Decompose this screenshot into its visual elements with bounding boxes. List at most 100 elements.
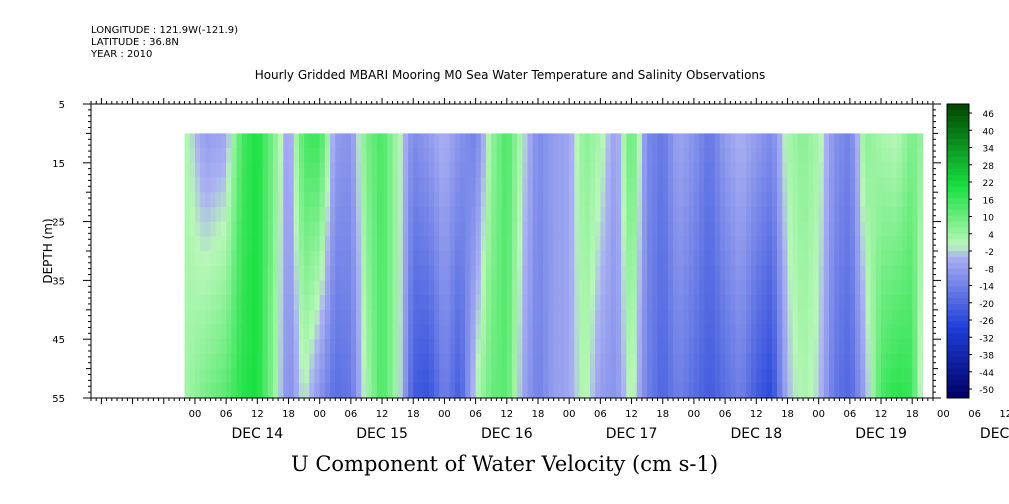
heatmap-cell <box>683 280 690 296</box>
heatmap-cell <box>558 251 565 267</box>
heatmap-cell <box>714 368 721 384</box>
heatmap-cell <box>356 265 362 281</box>
heatmap-cell <box>569 206 575 223</box>
heatmap-cell <box>834 192 841 208</box>
heatmap-cell <box>584 133 591 149</box>
heatmap-cell <box>745 265 752 281</box>
heatmap-cell <box>553 383 560 398</box>
heatmap-cell <box>600 324 607 340</box>
heatmap-cell <box>293 148 300 164</box>
heatmap-cell <box>444 309 451 326</box>
heatmap-cell <box>699 339 705 355</box>
heatmap-cell <box>532 221 539 237</box>
heatmap-cell <box>761 368 768 384</box>
heatmap-cell <box>231 206 238 223</box>
heatmap-cell <box>283 251 290 267</box>
heatmap-cell <box>849 206 856 223</box>
heatmap-cell <box>818 251 825 267</box>
heatmap-cell <box>678 133 685 149</box>
heatmap-cell <box>304 368 310 384</box>
heatmap-cell <box>324 383 331 398</box>
heatmap-cell <box>252 324 258 340</box>
heatmap-cell <box>345 265 352 281</box>
heatmap-cell <box>688 221 695 237</box>
heatmap-cell <box>688 251 695 267</box>
heatmap-cell <box>901 162 908 179</box>
heatmap-cell <box>350 265 357 281</box>
heatmap-cell <box>745 309 752 326</box>
heatmap-cell <box>797 383 804 398</box>
heatmap-cell <box>860 309 867 326</box>
heatmap-cell <box>366 309 373 326</box>
heatmap-cell <box>865 383 872 398</box>
heatmap-cell <box>761 324 768 340</box>
heatmap-cell <box>886 192 893 208</box>
heatmap-cell <box>896 324 903 340</box>
heatmap-cell <box>595 309 601 326</box>
heatmap-cell <box>569 280 575 296</box>
heatmap-cell <box>257 148 264 164</box>
heatmap-cell <box>683 309 690 326</box>
heatmap-cell <box>829 265 835 281</box>
heatmap-cell <box>283 221 290 237</box>
heatmap-cell <box>371 368 378 384</box>
heatmap-cell <box>231 280 238 296</box>
heatmap-cell <box>512 368 518 384</box>
heatmap-cell <box>610 324 617 340</box>
heatmap-cell <box>382 324 388 340</box>
heatmap-cell <box>751 309 757 326</box>
heatmap-cell <box>314 383 321 398</box>
heatmap-cell <box>626 206 633 223</box>
heatmap-cell <box>361 353 368 370</box>
x-day-label: DEC 18 <box>730 426 782 442</box>
heatmap-cell <box>569 309 575 326</box>
heatmap-cell <box>605 177 612 193</box>
heatmap-cell <box>184 148 191 164</box>
heatmap-cell <box>563 133 570 149</box>
heatmap-cell <box>917 236 924 252</box>
heatmap-cell <box>673 309 679 326</box>
heatmap-cell <box>319 148 326 164</box>
heatmap-cell <box>215 162 222 179</box>
heatmap-cell <box>740 324 747 340</box>
heatmap-cell <box>439 251 446 267</box>
heatmap-cell <box>636 280 643 296</box>
heatmap-cell <box>766 309 773 326</box>
heatmap-cell <box>324 368 331 384</box>
heatmap-cell <box>324 162 331 179</box>
heatmap-cell <box>278 206 284 223</box>
heatmap-cell <box>356 324 362 340</box>
heatmap-cell <box>288 265 295 281</box>
heatmap-cell <box>641 251 648 267</box>
heatmap-cell <box>517 265 523 281</box>
heatmap-cell <box>917 383 924 398</box>
heatmap-cell <box>501 309 508 326</box>
heatmap-cell <box>428 236 435 252</box>
heatmap-cell <box>246 280 253 296</box>
heatmap-cell <box>652 236 659 252</box>
heatmap-cell <box>548 280 555 296</box>
heatmap-cell <box>496 324 503 340</box>
heatmap-cell <box>901 383 908 398</box>
x-day-label: DEC 17 <box>606 426 658 442</box>
heatmap-cell <box>548 295 555 311</box>
heatmap-cell <box>408 339 414 355</box>
heatmap-cell <box>631 309 638 326</box>
heatmap-cell <box>189 339 196 355</box>
heatmap-cell <box>569 295 575 311</box>
heatmap-cell <box>246 177 253 193</box>
heatmap-cell <box>470 133 477 149</box>
colorbar-swatch <box>947 121 969 129</box>
heatmap-cell <box>246 383 253 398</box>
heatmap-cell <box>699 353 705 370</box>
heatmap-cell <box>756 324 763 340</box>
heatmap-cell <box>527 221 534 237</box>
heatmap-cell <box>543 162 549 179</box>
heatmap-cell <box>849 368 856 384</box>
heatmap-cell <box>865 353 872 370</box>
heatmap-cell <box>579 251 586 267</box>
heatmap-cell <box>288 162 295 179</box>
heatmap-cell <box>865 251 872 267</box>
heatmap-cell <box>829 280 835 296</box>
heatmap-cell <box>200 192 206 208</box>
